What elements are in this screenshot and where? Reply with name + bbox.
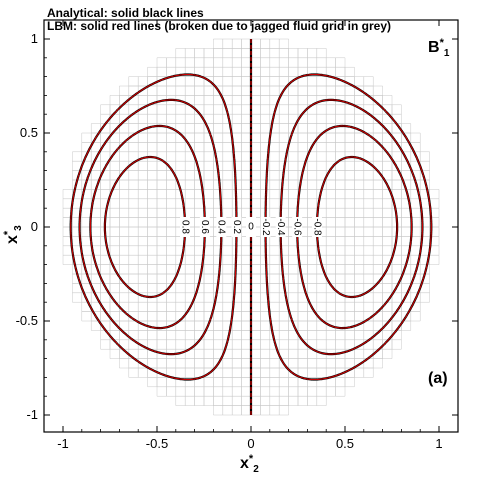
contour-label-bg-1 (199, 217, 210, 237)
contour-label-3: 0.2 (231, 220, 242, 234)
contour-label-7: -0.6 (292, 218, 303, 236)
variable-label: B*1 (428, 37, 450, 59)
contour-label-1: 0.6 (199, 220, 210, 234)
contour-label-8: -0.8 (311, 218, 322, 236)
y-tick-label-2: 0 (31, 219, 38, 234)
contour-labels: 0.8 0.6 0.4 0.2 0 -0.2 -0.4 -0.6 -0.8 (179, 217, 322, 237)
contour-lbm-0 (104, 156, 186, 298)
y-tick-label-1: -0.5 (16, 313, 38, 328)
contour-lbm-3 (70, 73, 238, 381)
x-tick-label-1: -0.5 (146, 436, 168, 451)
contour-label-0: 0.8 (179, 220, 190, 234)
legend-line-analytical: Analytical: solid black lines (47, 6, 204, 20)
y-tick-label-0: -1 (26, 407, 38, 422)
contour-label-bg-3 (231, 217, 242, 237)
contour-label-4: 0 (248, 222, 254, 233)
contour-lbm-6 (280, 99, 423, 355)
contour-label-bg-7 (292, 217, 303, 237)
panel-label: (a) (428, 370, 448, 387)
x-axis-title: x*2 (240, 453, 259, 475)
contour-label-5: -0.2 (260, 218, 271, 236)
x-tick-label-3: 0.5 (336, 436, 354, 451)
contour-lbm-2 (79, 99, 222, 355)
contour-label-6: -0.4 (275, 218, 286, 236)
x-tick-label-0: -1 (57, 436, 69, 451)
y-axis-title: x*3 (2, 225, 24, 244)
contour-label-bg-2 (216, 217, 227, 237)
contour-label-bg-8 (311, 217, 322, 237)
x-tick-label-4: 1 (435, 436, 442, 451)
contour-label-bg-5 (260, 217, 271, 237)
y-axis-ticks: -1 -0.5 0 0.5 1 (16, 31, 458, 422)
x-axis-ticks: -1 -0.5 0 0.5 1 (57, 20, 443, 451)
contour-lbm-1 (89, 125, 206, 329)
y-tick-label-3: 0.5 (20, 125, 38, 140)
contour-label-bg-4 (246, 217, 256, 237)
x-tick-label-2: 0 (247, 436, 254, 451)
contour-label-bg-0 (180, 217, 191, 237)
contour-lbm-5 (264, 73, 432, 381)
contour-lbm-7 (296, 125, 413, 329)
contour-lbm-8 (316, 156, 398, 298)
contour-label-bg-6 (275, 217, 286, 237)
legend-line-lbm: LBM: solid red lines (broken due to jagg… (47, 19, 391, 33)
y-tick-label-4: 1 (31, 31, 38, 46)
contour-label-2: 0.4 (216, 220, 227, 234)
